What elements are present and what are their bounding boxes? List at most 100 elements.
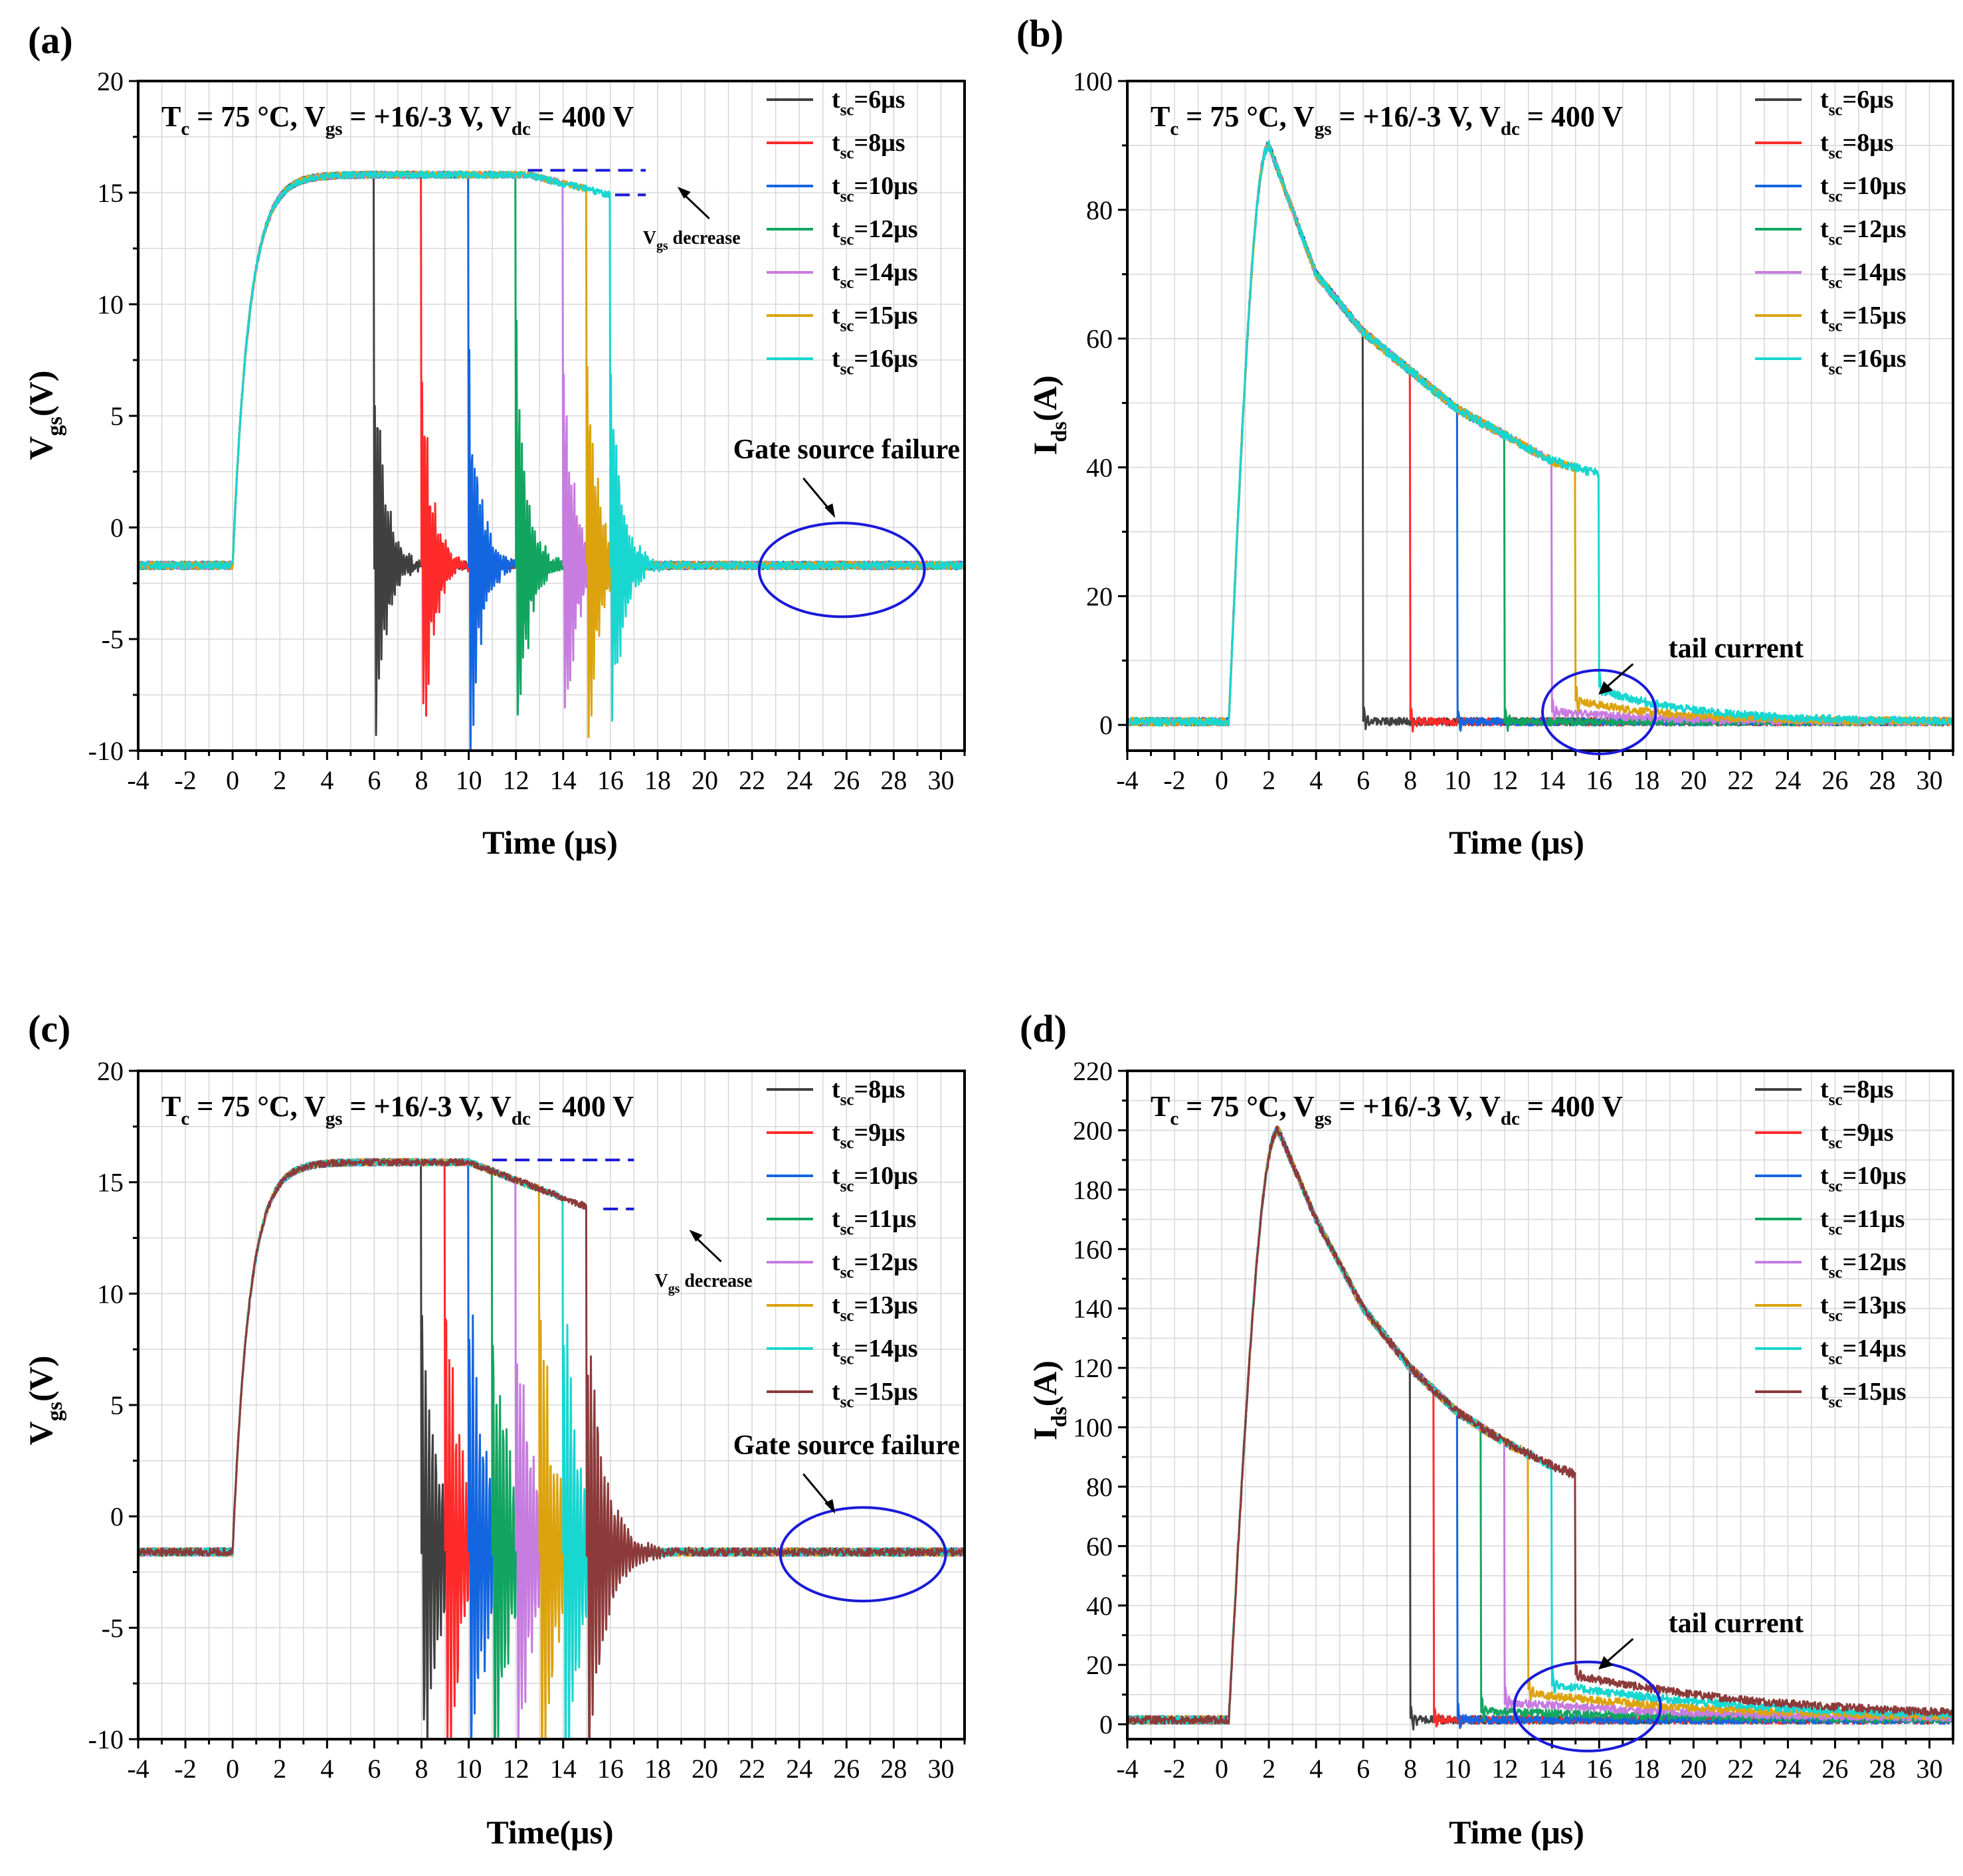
y-tick-label: 5 — [110, 1390, 124, 1420]
x-tick-label: 16 — [1586, 765, 1612, 795]
x-tick-label: 12 — [503, 765, 529, 795]
ticks — [129, 1070, 966, 1748]
x-tick-label: 18 — [1633, 765, 1659, 795]
x-axis-title: Time (μs) — [1449, 824, 1584, 861]
x-tick-label: 24 — [1774, 1754, 1801, 1784]
legend-label: tsc=11μs — [832, 1205, 916, 1238]
x-tick-label: 28 — [1869, 1754, 1895, 1784]
y-tick-label: 80 — [1086, 1472, 1113, 1502]
y-tick-label: 0 — [1099, 1710, 1113, 1740]
series-group — [1127, 140, 1953, 733]
x-tick-label: 22 — [1727, 1754, 1754, 1784]
legend-label: tsc=15μs — [1820, 1378, 1907, 1411]
legend-label: tsc=6μs — [1820, 86, 1894, 119]
series-line-14 — [1127, 1126, 1953, 1725]
legend-label: tsc=16μs — [832, 345, 918, 378]
x-tick-label: 4 — [1309, 765, 1323, 795]
x-tick-label: -2 — [1163, 765, 1185, 795]
y-tick-label: 40 — [1086, 453, 1113, 483]
x-tick-label: 24 — [786, 1754, 812, 1784]
ticks — [1118, 80, 1954, 760]
annotation-arrowhead — [1598, 681, 1614, 695]
x-tick-label: 14 — [1539, 765, 1565, 795]
series-line-11 — [1127, 1128, 1953, 1725]
annotation-vgs-decrease: Vgs decrease — [643, 228, 741, 253]
y-tick-label: 100 — [1073, 66, 1113, 96]
legend: tsc=8μs tsc=9μs tsc=10μs tsc=11μs tsc=12μs ts… — [1755, 1076, 1907, 1411]
x-tick-label: 6 — [1356, 1754, 1370, 1784]
legend-label: tsc=15μs — [832, 1378, 918, 1411]
legend: tsc=6μs tsc=8μs tsc=10μs tsc=12μs tsc=14μs ts… — [1755, 86, 1907, 378]
series-line-13 — [1127, 1126, 1953, 1725]
ticks — [129, 80, 966, 760]
axes-frame — [1126, 80, 1954, 752]
legend-label: tsc=12μs — [1820, 1248, 1907, 1281]
x-tick-label: 6 — [367, 765, 381, 795]
x-tick-label: -4 — [1116, 765, 1138, 795]
y-tick-label: 100 — [1073, 1413, 1113, 1443]
legend-label: tsc=10μs — [832, 1162, 918, 1195]
legend-label: tsc=13μs — [1820, 1291, 1907, 1325]
x-tick-label: 10 — [1444, 765, 1471, 795]
x-tick-label: 16 — [1586, 1754, 1612, 1784]
legend-label: tsc=9μs — [832, 1119, 905, 1152]
x-tick-label: 0 — [226, 765, 239, 795]
x-tick-label: 14 — [1539, 1754, 1565, 1784]
highlight-ellipse — [1513, 1660, 1662, 1752]
x-tick-label: 26 — [1822, 765, 1848, 795]
panel-label: (c) — [28, 1007, 70, 1050]
legend: tsc=8μs tsc=9μs tsc=10μs tsc=11μs tsc=12μs ts… — [767, 1076, 918, 1411]
series-line-16 — [138, 170, 965, 722]
annotation-arrowhead — [677, 187, 691, 199]
legend-label: tsc=8μs — [1820, 129, 1894, 162]
annotation-arrowhead — [824, 1499, 836, 1514]
annotation-gate-failure: Gate source failure — [733, 434, 960, 465]
x-tick-label: 8 — [1404, 1754, 1417, 1784]
x-tick-label: 14 — [550, 1754, 577, 1784]
x-tick-label: 6 — [367, 1754, 381, 1784]
x-tick-label: 20 — [1680, 1754, 1707, 1784]
y-tick-label: -10 — [88, 736, 124, 766]
annotation-arrowhead — [689, 1230, 703, 1242]
x-tick-label: 18 — [644, 1754, 671, 1784]
x-tick-label: 30 — [927, 765, 954, 795]
y-tick-label: 20 — [97, 1056, 124, 1086]
legend-label: tsc=14μs — [1820, 258, 1907, 292]
y-tick-label: 20 — [97, 66, 124, 96]
legend-label: tsc=11μs — [1820, 1205, 1905, 1238]
x-tick-label: 8 — [415, 765, 428, 795]
y-tick-label: 80 — [1086, 195, 1113, 225]
x-tick-label: 26 — [833, 765, 860, 795]
x-tick-label: 0 — [226, 1754, 239, 1784]
x-tick-label: 22 — [739, 1754, 765, 1784]
condition-title: Tc = 75 °C, Vgs = +16/-3 V, Vdc = 400 V — [161, 1090, 634, 1129]
grid — [1127, 80, 1954, 751]
y-tick-label: 5 — [110, 401, 124, 431]
x-tick-label: -2 — [174, 765, 196, 795]
x-axis-title: Time (μs) — [482, 824, 618, 861]
x-tick-label: 10 — [456, 765, 482, 795]
annotation-gate-failure: Gate source failure — [733, 1430, 960, 1461]
panel-d: -4 -2 0 2 4 6 8 10 12 14 16 18 20 22 24 26 28 30020406080… — [1020, 1007, 1954, 1851]
x-tick-label: 2 — [1262, 1754, 1275, 1784]
annotation-arrow — [1606, 663, 1634, 688]
series-line-14 — [1127, 140, 1953, 727]
legend-label: tsc=12μs — [1820, 215, 1907, 248]
legend: tsc=6μs tsc=8μs tsc=10μs tsc=12μs tsc=14μs ts… — [767, 86, 918, 378]
x-tick-label: 30 — [1916, 765, 1942, 795]
y-axis-title-text: Vgs(V) — [22, 371, 67, 460]
y-tick-label: 200 — [1073, 1115, 1113, 1145]
panel-label: (b) — [1016, 12, 1064, 55]
x-tick-label: 18 — [644, 765, 671, 795]
legend-label: tsc=10μs — [1820, 172, 1907, 205]
condition-title: Tc = 75 °C, Vgs = +16/-3 V, Vdc = 400 V — [1151, 100, 1623, 140]
y-tick-label: 20 — [1086, 1650, 1113, 1680]
y-axis-title: Vgs(V) — [22, 371, 67, 460]
y-tick-label: 220 — [1073, 1056, 1113, 1086]
series-group — [138, 170, 965, 751]
x-tick-label: -4 — [1116, 1754, 1138, 1784]
x-tick-label: 26 — [1822, 1754, 1848, 1784]
y-tick-label: 15 — [97, 178, 124, 208]
series-group — [1127, 1125, 1953, 1731]
